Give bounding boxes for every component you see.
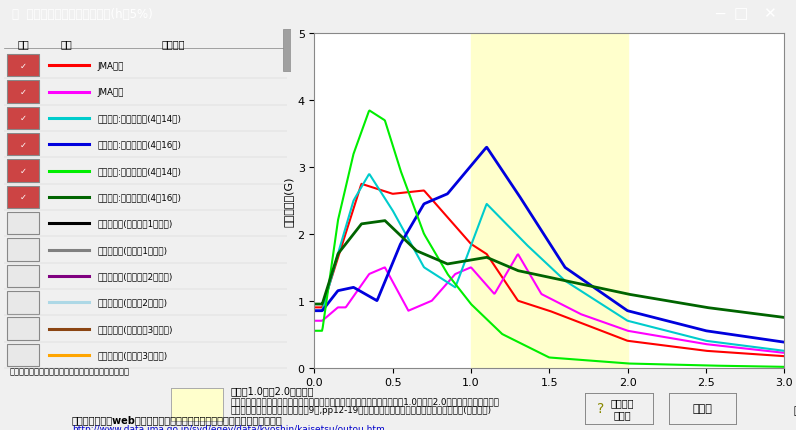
Bar bbox=[7, 160, 39, 182]
Text: 🔥  加速度応答スペクトル表示(h：5%): 🔥 加速度応答スペクトル表示(h：5%) bbox=[12, 7, 153, 21]
Bar bbox=[7, 134, 39, 156]
Text: 人工地震波(極稀・第1種地盤): 人工地震波(極稀・第1種地盤) bbox=[97, 219, 173, 228]
Text: ✓: ✓ bbox=[20, 167, 27, 175]
Text: 参考文献：日本地震工学会誌　第9号,pp12-19　地震動の性質と建物被害の関係　境　有紀(筑波大学): 参考文献：日本地震工学会誌 第9号,pp12-19 地震動の性質と建物被害の関係… bbox=[231, 405, 492, 415]
Bar bbox=[283, 30, 291, 72]
Bar bbox=[7, 292, 39, 314]
Bar bbox=[471, 34, 627, 368]
Text: ✓: ✓ bbox=[20, 114, 27, 123]
Y-axis label: 加速度応答(G): 加速度応答(G) bbox=[283, 176, 294, 226]
Text: 熊本地震:西原村役場(4月14日): 熊本地震:西原村役場(4月14日) bbox=[97, 167, 181, 175]
Text: 地震波名: 地震波名 bbox=[162, 39, 185, 49]
Bar bbox=[7, 81, 39, 104]
Text: 閉じる: 閉じる bbox=[693, 403, 712, 414]
Text: JMA輪島: JMA輪島 bbox=[97, 88, 123, 97]
Text: ✓: ✓ bbox=[20, 88, 27, 97]
Text: ✓: ✓ bbox=[20, 61, 27, 71]
Text: 【参考】気象庁webサイト「フーリエスペクトルと加速度応答スペクトル」: 【参考】気象庁webサイト「フーリエスペクトルと加速度応答スペクトル」 bbox=[72, 415, 283, 424]
Text: グラフの凡例を右クリックすると色変更が行えます。: グラフの凡例を右クリックすると色変更が行えます。 bbox=[10, 366, 130, 375]
Text: 熊本地震:益城町役場(4月14日): 熊本地震:益城町役場(4月14日) bbox=[97, 114, 181, 123]
Bar bbox=[7, 239, 39, 261]
Text: 人工地震波(極稀・第3種地盤): 人工地震波(極稀・第3種地盤) bbox=[97, 324, 173, 333]
Text: ?: ? bbox=[597, 402, 604, 415]
Text: ✓: ✓ bbox=[20, 193, 27, 202]
Text: 熊本地震:益城町役場(4月16日): 熊本地震:益城町役場(4月16日) bbox=[97, 140, 181, 149]
Text: 熊本地震:西原村役場(4月16日): 熊本地震:西原村役場(4月16日) bbox=[97, 193, 181, 202]
Text: 周期(秒): 周期(秒) bbox=[794, 404, 796, 414]
Text: 人工地震波(稀・第1種地盤): 人工地震波(稀・第1種地盤) bbox=[97, 246, 167, 255]
Text: http://www.data.jma.go.jp/svd/eqev/data/kyoshin/kaisetsu/outou.htm: http://www.data.jma.go.jp/svd/eqev/data/… bbox=[72, 424, 384, 430]
Text: 人工地震波(極稀・第2種地盤): 人工地震波(極稀・第2種地盤) bbox=[97, 272, 173, 281]
Text: 表示: 表示 bbox=[18, 39, 29, 49]
Bar bbox=[7, 55, 39, 77]
Text: ─: ─ bbox=[716, 6, 724, 22]
Bar bbox=[7, 108, 39, 130]
Text: ✓: ✓ bbox=[20, 140, 27, 149]
Text: 凡例: 凡例 bbox=[60, 39, 72, 49]
Text: □: □ bbox=[734, 6, 748, 22]
Text: 地震波に
ついて: 地震波に ついて bbox=[611, 398, 634, 419]
Bar bbox=[7, 265, 39, 288]
Text: ✕: ✕ bbox=[763, 6, 776, 22]
Bar bbox=[7, 212, 39, 235]
Text: 木造建物の全壊・大破といった大きな被害と相関をもつ地震動の周期帯は1.0秒から2.0秒帯とされています。: 木造建物の全壊・大破といった大きな被害と相関をもつ地震動の周期帯は1.0秒から2… bbox=[231, 396, 500, 405]
Text: 人工地震波(稀・第3種地盤): 人工地震波(稀・第3種地盤) bbox=[97, 350, 167, 359]
Bar bbox=[7, 344, 39, 366]
Bar bbox=[7, 318, 39, 340]
Text: 人工地震波(稀・第2種地盤): 人工地震波(稀・第2種地盤) bbox=[97, 298, 167, 307]
Bar bbox=[7, 186, 39, 209]
Text: JMA神戸: JMA神戸 bbox=[97, 61, 123, 71]
Text: 周期が1.0秒～2.0秒の範囲: 周期が1.0秒～2.0秒の範囲 bbox=[231, 386, 314, 396]
